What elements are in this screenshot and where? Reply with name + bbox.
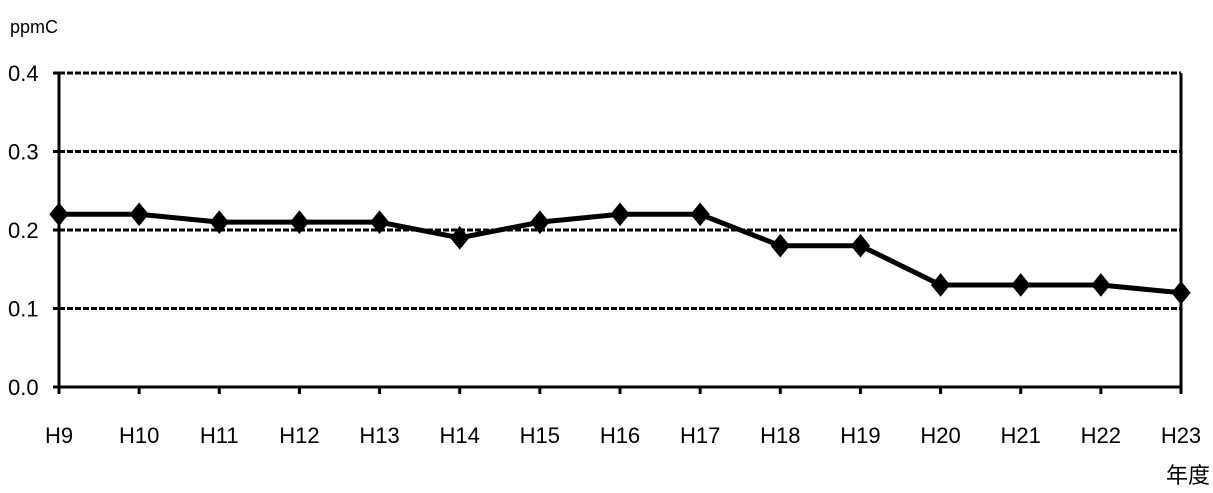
data-point-diamond (450, 226, 470, 250)
data-point-diamond (129, 202, 149, 227)
x-tick-label: H13 (359, 423, 399, 448)
y-tick-label: 0.0 (8, 375, 39, 400)
y-tick-label: 0.3 (8, 140, 39, 165)
x-tick-label: H20 (920, 423, 960, 448)
x-tick-label: H19 (840, 423, 880, 448)
axes (53, 71, 1183, 394)
data-point-diamond (850, 233, 871, 258)
x-tick-label: H11 (200, 423, 239, 448)
data-point-diamond (930, 273, 951, 297)
x-tick-label: H12 (279, 423, 319, 448)
x-tick-label: H10 (119, 423, 159, 448)
x-tick-label: H15 (520, 423, 560, 448)
y-tick-label: 0.1 (8, 297, 39, 322)
x-tick-label: H23 (1161, 423, 1201, 448)
data-point-diamond (610, 202, 630, 227)
x-tick-label: H14 (440, 423, 480, 448)
data-point-diamond (690, 202, 710, 227)
data-point-diamond (1171, 281, 1191, 305)
x-tick-label: H17 (680, 423, 720, 448)
data-point-markers (49, 202, 1191, 305)
x-tick-label: H9 (45, 423, 73, 448)
x-axis-unit-label: 年度 (1166, 463, 1210, 488)
data-point-diamond (209, 210, 229, 234)
x-axis-tick-labels: H9 H10 H11 H12 H13 H14 H15 H16 H17 H18 H19 H20 H21 H2… (45, 423, 1201, 448)
y-tick-label: 0.4 (8, 61, 39, 86)
y-axis-tick-labels: 0.0 0.1 0.2 0.3 0.4 (8, 61, 39, 400)
gridlines (59, 71, 1181, 310)
data-point-diamond (289, 210, 310, 234)
data-point-diamond (369, 210, 390, 234)
x-tick-label: H18 (760, 423, 800, 448)
x-tick-label: H16 (600, 423, 640, 448)
x-tick-label: H22 (1081, 423, 1121, 448)
data-point-diamond (770, 233, 790, 258)
data-point-diamond (530, 210, 550, 234)
data-point-diamond (1011, 273, 1031, 297)
data-point-diamond (1091, 273, 1111, 297)
y-axis-unit-label: ppmC (10, 17, 58, 37)
x-tick-label: H21 (1001, 423, 1041, 448)
y-tick-label: 0.2 (8, 218, 39, 243)
data-point-diamond (49, 202, 69, 227)
